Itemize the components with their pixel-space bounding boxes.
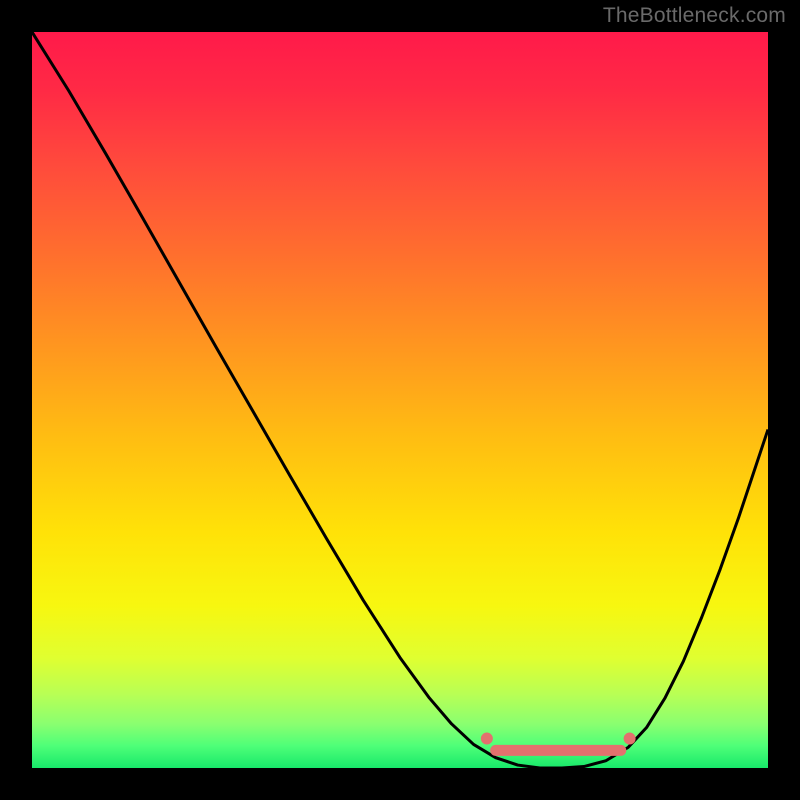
watermark-text: TheBottleneck.com [603,4,786,28]
marker-dot-right [624,733,636,745]
plot-area [32,32,768,768]
marker-dot-left [481,733,493,745]
chart-container: TheBottleneck.com [0,0,800,800]
chart-svg [32,32,768,768]
